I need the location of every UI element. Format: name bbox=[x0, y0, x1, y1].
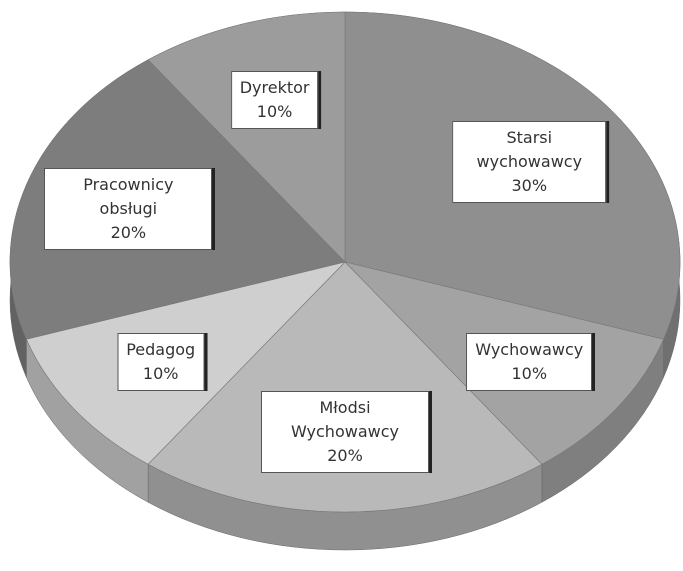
category-label: Starsi wychowawcy bbox=[476, 128, 583, 172]
slice-label: Pedagog 10% bbox=[117, 332, 205, 391]
category-label: Pracownicy obsługi bbox=[83, 175, 174, 219]
value-label: 10% bbox=[142, 363, 179, 383]
slice-label: Dyrektor 10% bbox=[230, 71, 319, 130]
category-label: Wychowawcy bbox=[475, 339, 584, 359]
slice-label: Starsi wychowawcy 30% bbox=[452, 121, 607, 204]
slice-label: Młodsi Wychowawcy 20% bbox=[261, 391, 429, 473]
value-label: 10% bbox=[511, 363, 548, 383]
value-label: 10% bbox=[256, 102, 293, 122]
slice bbox=[147, 261, 543, 513]
category-label: Pedagog bbox=[126, 339, 196, 359]
category-label: Dyrektor bbox=[239, 78, 310, 98]
value-label: 20% bbox=[110, 223, 147, 243]
slice-label: Pracownicy obsługi 20% bbox=[44, 168, 213, 251]
slice-label: Wychowawcy 10% bbox=[466, 332, 593, 391]
value-label: 20% bbox=[327, 446, 363, 465]
value-label: 30% bbox=[511, 176, 548, 196]
category-label: Młodsi Wychowawcy bbox=[291, 398, 399, 441]
